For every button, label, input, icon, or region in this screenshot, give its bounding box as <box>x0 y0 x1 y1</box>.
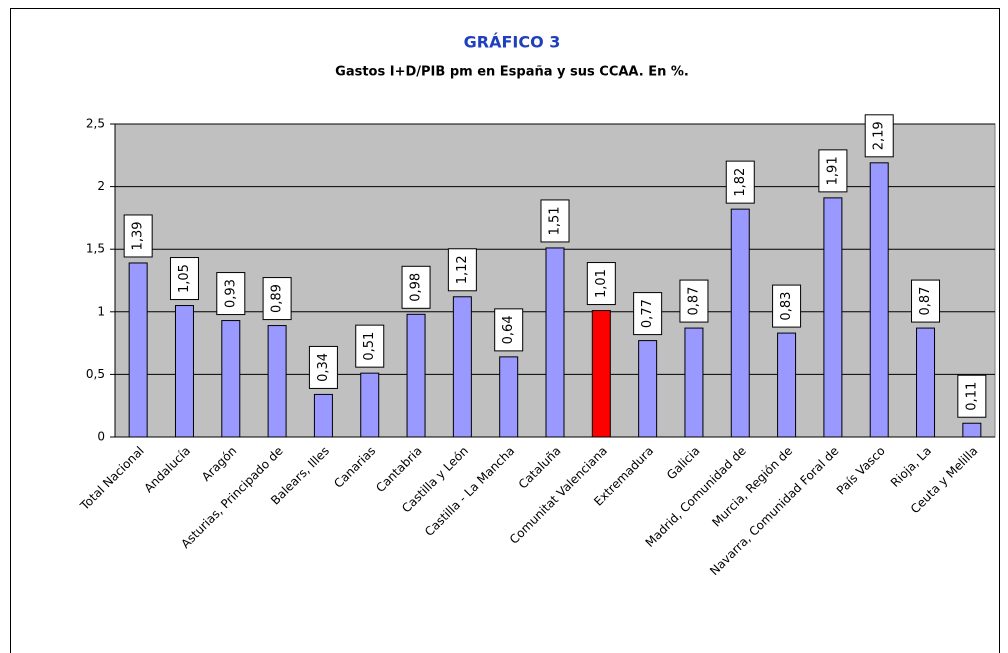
value-label: 1,01 <box>594 269 609 298</box>
value-label: 1,05 <box>177 264 192 293</box>
value-label: 1,51 <box>548 206 563 235</box>
value-label-box <box>123 214 153 258</box>
value-label-box <box>679 279 709 323</box>
value-label: 0,77 <box>640 299 655 328</box>
value-label-box <box>725 160 755 204</box>
value-label: 0,98 <box>409 273 424 302</box>
bar <box>869 162 889 438</box>
bar <box>267 325 287 438</box>
bar <box>545 247 565 438</box>
bar <box>638 340 658 438</box>
chart-title: GRÁFICO 3 <box>464 33 561 52</box>
bar <box>499 356 519 438</box>
y-tick-label: 2 <box>97 179 105 193</box>
value-label-box <box>447 248 477 292</box>
bar <box>174 305 194 438</box>
value-label-box <box>772 284 802 328</box>
value-label-box <box>494 308 524 352</box>
bar <box>730 208 750 438</box>
bar <box>406 313 426 438</box>
chart-subtitle: Gastos I+D/PIB pm en España y sus CCAA. … <box>335 65 689 80</box>
bar <box>313 393 333 438</box>
value-label-box <box>308 345 338 389</box>
value-label-box <box>864 114 894 158</box>
value-label: 0,83 <box>779 292 794 321</box>
bar <box>128 262 148 438</box>
y-tick-label: 1 <box>97 304 105 318</box>
bar <box>916 327 936 438</box>
value-label: 2,19 <box>872 121 887 150</box>
value-label-box <box>911 279 941 323</box>
bar <box>684 327 704 438</box>
bar <box>962 422 982 438</box>
y-tick-label: 0,5 <box>86 367 105 381</box>
value-label-box <box>216 272 246 316</box>
bar <box>777 332 797 438</box>
value-label: 1,82 <box>733 168 748 197</box>
value-label: 0,93 <box>223 279 238 308</box>
y-tick-label: 2,5 <box>86 117 105 131</box>
value-label: 0,51 <box>362 332 377 361</box>
value-label-box <box>633 292 663 336</box>
bar <box>221 320 241 438</box>
bar <box>452 296 472 438</box>
bar <box>591 310 611 438</box>
value-label-box <box>586 262 616 306</box>
value-label-box <box>355 324 385 368</box>
value-label-box <box>540 199 570 243</box>
value-label: 0,89 <box>270 284 285 313</box>
value-label: 0,11 <box>964 382 979 411</box>
value-label-box <box>169 257 199 301</box>
value-label: 1,12 <box>455 255 470 284</box>
value-label-box <box>818 149 848 193</box>
value-label: 0,34 <box>316 353 331 382</box>
bar <box>823 197 843 438</box>
value-label-box <box>262 277 292 321</box>
bar <box>360 372 380 438</box>
y-tick-label: 1,5 <box>86 242 105 256</box>
value-label: 0,87 <box>918 287 933 316</box>
value-label-box <box>957 374 987 418</box>
value-label: 1,91 <box>825 156 840 185</box>
value-label: 0,87 <box>686 287 701 316</box>
value-label: 1,39 <box>131 221 146 250</box>
value-label-box <box>401 265 431 309</box>
y-tick-label: 0 <box>97 430 105 444</box>
value-label: 0,64 <box>501 315 516 344</box>
